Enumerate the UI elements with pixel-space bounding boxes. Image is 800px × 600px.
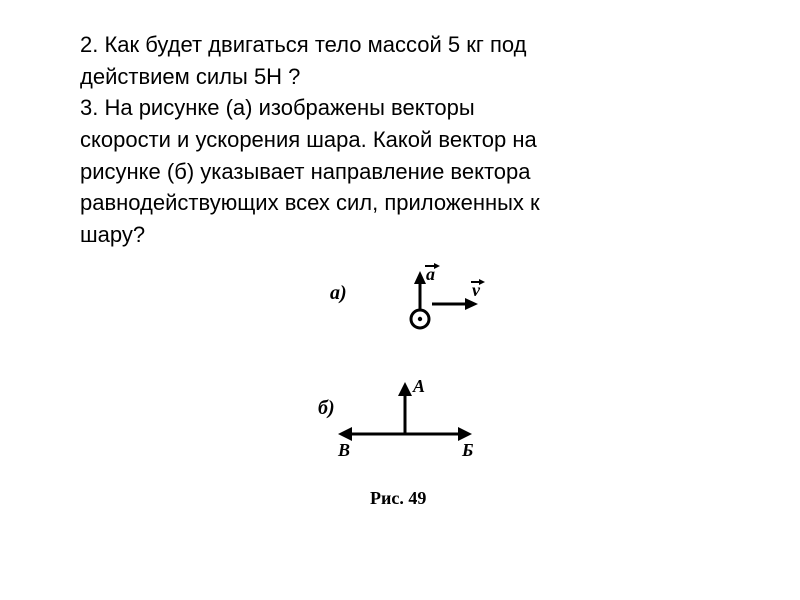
question-2-line-2: действием силы 5Н ? bbox=[80, 62, 720, 92]
vector-a-bar-arrow bbox=[434, 263, 440, 269]
question-3-line-3: рисунке (б) указывает направление вектор… bbox=[80, 157, 720, 187]
ball-center-dot bbox=[418, 317, 422, 321]
question-3-line-4: равнодействующих всех сил, приложенных к bbox=[80, 188, 720, 218]
figure-a: a v bbox=[411, 263, 485, 328]
arrow-right-head bbox=[458, 427, 472, 441]
page-container: 2. Как будет двигаться тело массой 5 кг … bbox=[0, 0, 800, 544]
question-3-line-1: 3. На рисунке (а) изображены векторы bbox=[80, 93, 720, 123]
figure-svg: а) a v б) bbox=[270, 254, 530, 534]
figure-b: А В Б bbox=[337, 376, 473, 460]
point-A-label: А bbox=[412, 376, 425, 396]
arrow-left-head bbox=[338, 427, 352, 441]
point-B-right-label: Б bbox=[461, 440, 473, 460]
figure-container: а) a v б) bbox=[80, 254, 720, 534]
question-3-line-2: скорости и ускорения шара. Какой вектор … bbox=[80, 125, 720, 155]
arrow-up-head bbox=[398, 382, 412, 396]
vector-a-arrowhead bbox=[414, 271, 426, 284]
label-b: б) bbox=[318, 397, 335, 419]
figure-caption: Рис. 49 bbox=[370, 488, 426, 508]
vector-v-bar-arrow bbox=[479, 279, 485, 285]
question-2-line-1: 2. Как будет двигаться тело массой 5 кг … bbox=[80, 30, 720, 60]
question-3-line-5: шару? bbox=[80, 220, 720, 250]
label-a: а) bbox=[330, 282, 347, 304]
point-B-left-label: В bbox=[337, 440, 350, 460]
